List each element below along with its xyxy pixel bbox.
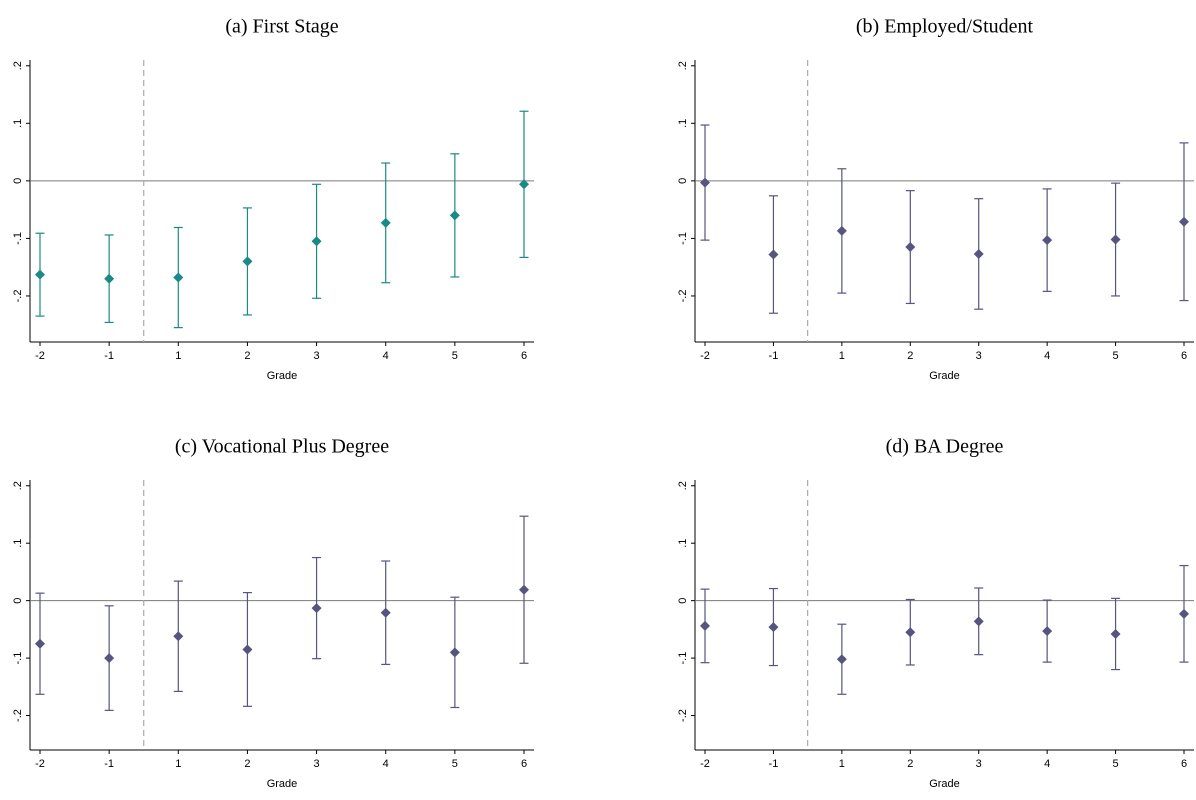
x-tick-label: -2 [35,758,45,770]
point-marker [1179,216,1189,227]
point-marker [1110,628,1121,639]
x-tick-label: 2 [907,758,913,770]
y-tick-label: -.1 [677,232,689,245]
x-tick-label: 2 [244,350,250,362]
x-tick-label: 6 [1181,350,1187,362]
x-tick-label: 2 [907,350,913,362]
point-marker [836,654,847,665]
x-tick-label: 1 [175,758,181,770]
y-tick-label: 0 [12,598,24,604]
y-tick-label: .1 [12,119,24,128]
x-tick-label: 3 [314,350,320,362]
point-marker [311,603,322,614]
point-marker [449,210,460,221]
y-tick-label: .1 [12,539,24,548]
x-tick-label: 5 [1113,758,1119,770]
panel: (d) BA Degree -.2 -.1 0 .1 .2 -2 -1 1 2 3 4 5 6 Grade [677,436,1194,790]
point-marker [380,217,391,228]
y-tick-label: -.2 [12,709,24,722]
y-tick-label: .2 [677,61,689,70]
x-tick-label: 5 [452,350,458,362]
point-marker [768,622,779,633]
x-tick-label: -2 [35,350,45,362]
point-marker [242,644,253,655]
point-marker [700,177,710,188]
y-tick-label: 0 [677,598,689,604]
y-tick-label: -.2 [677,709,689,722]
point-marker [700,620,710,631]
x-tick-label: -1 [104,350,114,362]
point-marker [35,638,45,649]
point-marker [1042,235,1053,246]
x-axis-label: Grade [929,778,960,790]
y-tick-label: -.2 [677,290,689,303]
point-marker [449,647,460,658]
x-tick-label: 6 [521,758,527,770]
x-tick-label: 5 [1113,350,1119,362]
point-marker [35,269,45,280]
panel-title: (a) First Stage [225,16,338,38]
panel: (c) Vocational Plus Degree -.2 -.1 0 .1 .2 -2 -… [12,436,534,790]
point-marker [836,225,847,236]
point-marker [519,179,529,190]
y-tick-label: -.1 [12,232,24,245]
point-marker [173,272,184,283]
point-marker [973,248,984,259]
panel: (a) First Stage -.2 -.1 0 .1 .2 -2 -1 1 2 3 4 5 6 Grad… [12,16,534,382]
point-marker [104,273,115,284]
point-marker [768,249,779,260]
y-tick-label: -.2 [12,290,24,303]
x-tick-label: -2 [700,350,710,362]
x-tick-label: -1 [769,758,779,770]
x-tick-label: 3 [976,350,982,362]
x-tick-label: 5 [452,758,458,770]
x-tick-label: 4 [383,350,389,362]
point-marker [519,584,529,595]
y-tick-label: -.1 [12,652,24,665]
x-tick-label: 3 [976,758,982,770]
y-tick-label: .2 [12,61,24,70]
y-tick-label: 0 [677,178,689,184]
x-tick-label: 1 [175,350,181,362]
x-axis-label: Grade [929,370,960,382]
y-tick-label: 0 [12,178,24,184]
y-tick-label: -.1 [677,652,689,665]
y-tick-label: .1 [677,539,689,548]
point-marker [311,236,322,247]
x-tick-label: 1 [839,350,845,362]
point-marker [380,607,391,618]
y-tick-label: .2 [12,481,24,490]
y-tick-label: .2 [677,481,689,490]
x-tick-label: 4 [383,758,389,770]
x-tick-label: -1 [104,758,114,770]
x-tick-label: 4 [1044,350,1050,362]
x-tick-label: 4 [1044,758,1050,770]
x-tick-label: 3 [314,758,320,770]
point-marker [242,256,253,267]
point-marker [1110,234,1121,245]
panel-title: (b) Employed/Student [856,16,1034,38]
point-marker [104,653,115,664]
y-tick-label: .1 [677,119,689,128]
x-tick-label: 1 [839,758,845,770]
point-marker [905,627,916,638]
point-marker [1179,608,1189,619]
x-tick-label: -2 [700,758,710,770]
point-marker [1042,626,1053,637]
panel-title: (d) BA Degree [886,436,1004,458]
panel: (b) Employed/Student -.2 -.1 0 .1 .2 -2 -1 1 2 3 4 5… [677,16,1194,382]
point-marker [905,242,916,253]
x-tick-label: 2 [244,758,250,770]
x-tick-label: 6 [521,350,527,362]
x-tick-label: 6 [1181,758,1187,770]
x-axis-label: Grade [267,370,298,382]
point-marker [973,616,984,627]
x-axis-label: Grade [267,778,298,790]
panel-title: (c) Vocational Plus Degree [175,436,389,458]
point-marker [173,631,184,642]
x-tick-label: -1 [769,350,779,362]
